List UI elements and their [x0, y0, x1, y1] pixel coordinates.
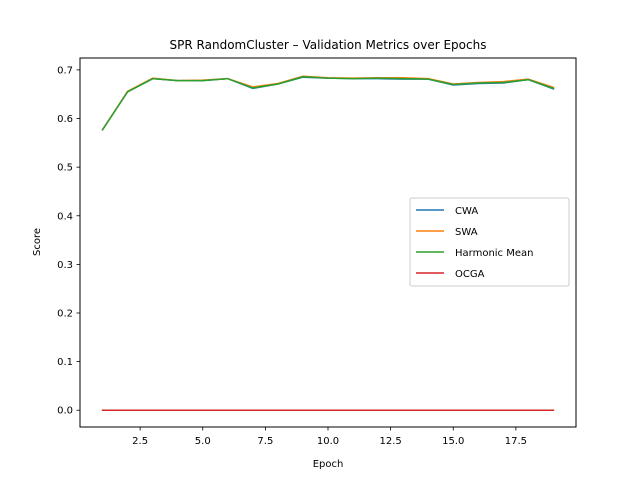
y-axis: 0.0 0.1 0.2 0.3 0.4 0.5 0.6 0.7	[57, 65, 80, 417]
series-line-harmonic-mean	[101, 75, 555, 131]
y-tick-label: 0.5	[57, 163, 73, 174]
x-tick-label: 17.5	[505, 436, 527, 447]
y-axis-label: Score	[32, 228, 43, 256]
y-tick-label: 0.3	[57, 260, 73, 271]
x-tick-label: 10.0	[317, 436, 339, 447]
y-tick-label: 0.0	[57, 406, 73, 417]
x-tick-label: 7.5	[257, 436, 273, 447]
legend-label: SWA	[455, 227, 478, 238]
legend-label: Harmonic Mean	[455, 248, 533, 259]
x-axis: 2.5 5.0 7.5 10.0 12.5 15.0 17.5	[132, 427, 527, 447]
legend: CWA SWA Harmonic Mean OCGA	[409, 197, 570, 287]
chart-title: SPR RandomCluster – Validation Metrics o…	[170, 38, 487, 52]
x-tick-label: 12.5	[379, 436, 401, 447]
legend-label: OCGA	[455, 269, 485, 280]
x-tick-label: 15.0	[442, 436, 464, 447]
y-tick-label: 0.1	[57, 357, 73, 368]
plot-area	[79, 57, 577, 428]
y-tick-label: 0.6	[57, 114, 73, 125]
y-tick-label: 0.2	[57, 308, 73, 319]
legend-box	[409, 197, 570, 287]
x-tick-label: 5.0	[195, 436, 211, 447]
y-tick-label: 0.7	[57, 65, 73, 76]
series-layer	[101, 75, 555, 411]
x-axis-label: Epoch	[313, 459, 344, 470]
legend-label: CWA	[455, 206, 478, 217]
x-tick-label: 2.5	[132, 436, 148, 447]
y-tick-label: 0.4	[57, 211, 73, 222]
